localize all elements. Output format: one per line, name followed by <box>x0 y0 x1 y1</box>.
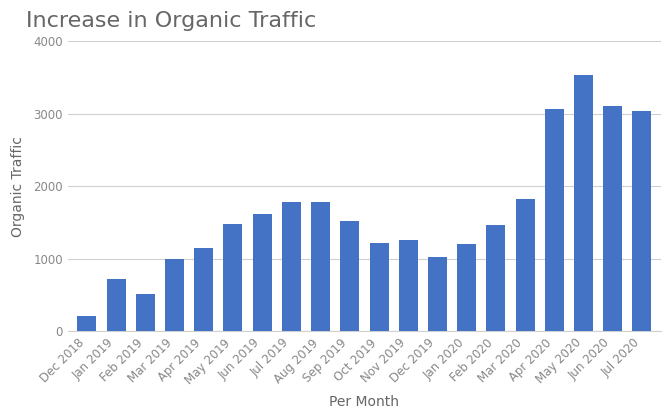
Bar <box>340 221 360 331</box>
Text: Increase in Organic Traffic: Increase in Organic Traffic <box>26 11 317 31</box>
Bar <box>545 109 564 331</box>
Bar <box>398 240 418 331</box>
Bar <box>194 248 213 331</box>
Bar <box>253 214 271 331</box>
Bar <box>136 294 155 331</box>
Y-axis label: Organic Traffic: Organic Traffic <box>11 136 25 237</box>
Bar <box>515 199 534 331</box>
Bar <box>487 225 505 331</box>
X-axis label: Per Month: Per Month <box>329 395 399 409</box>
Bar <box>224 224 243 331</box>
Bar <box>107 279 126 331</box>
Bar <box>282 202 301 331</box>
Bar <box>165 259 184 331</box>
Bar <box>370 243 388 331</box>
Bar <box>428 257 447 331</box>
Bar <box>311 202 330 331</box>
Bar <box>77 315 96 331</box>
Bar <box>632 111 651 331</box>
Bar <box>603 106 622 331</box>
Bar <box>457 244 476 331</box>
Bar <box>574 75 593 331</box>
